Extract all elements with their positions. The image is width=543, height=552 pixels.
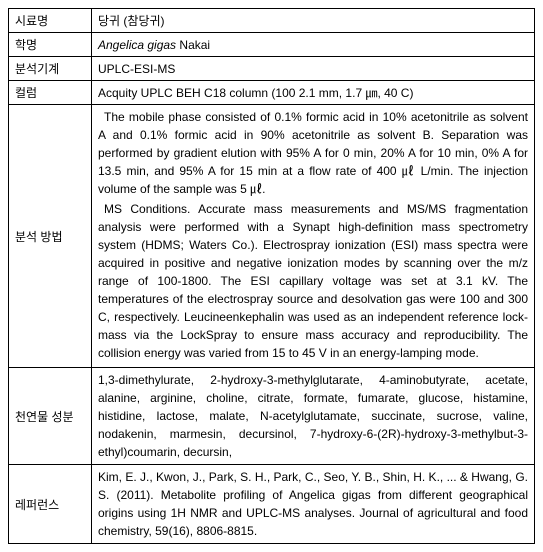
label-method: 분석 방법 [9,105,92,368]
label-instrument: 분석기계 [9,57,92,81]
row-components: 천연물 성분 1,3-dimethylurate, 2-hydroxy-3-me… [9,368,535,465]
row-scientific-name: 학명 Angelica gigas Nakai [9,33,535,57]
method-para2: MS Conditions. Accurate mass measurement… [98,200,528,362]
value-column: Acquity UPLC BEH C18 column (100 2.1 mm,… [92,81,535,105]
value-method: The mobile phase consisted of 0.1% formi… [92,105,535,368]
info-table: 시료명 당귀 (참당귀) 학명 Angelica gigas Nakai 분석기… [8,8,535,544]
row-reference: 레퍼런스 Kim, E. J., Kwon, J., Park, S. H., … [9,465,535,544]
label-scientific-name: 학명 [9,33,92,57]
row-sample-name: 시료명 당귀 (참당귀) [9,9,535,33]
value-scientific-name: Angelica gigas Nakai [92,33,535,57]
scientific-name-italic: Angelica gigas [98,38,176,52]
value-components: 1,3-dimethylurate, 2-hydroxy-3-methylglu… [92,368,535,465]
scientific-name-rest: Nakai [176,38,210,52]
label-components: 천연물 성분 [9,368,92,465]
value-instrument: UPLC-ESI-MS [92,57,535,81]
method-para1: The mobile phase consisted of 0.1% formi… [98,108,528,198]
label-sample-name: 시료명 [9,9,92,33]
row-instrument: 분석기계 UPLC-ESI-MS [9,57,535,81]
value-sample-name: 당귀 (참당귀) [92,9,535,33]
row-column: 컬럼 Acquity UPLC BEH C18 column (100 2.1 … [9,81,535,105]
label-column: 컬럼 [9,81,92,105]
value-reference: Kim, E. J., Kwon, J., Park, S. H., Park,… [92,465,535,544]
row-method: 분석 방법 The mobile phase consisted of 0.1%… [9,105,535,368]
label-reference: 레퍼런스 [9,465,92,544]
